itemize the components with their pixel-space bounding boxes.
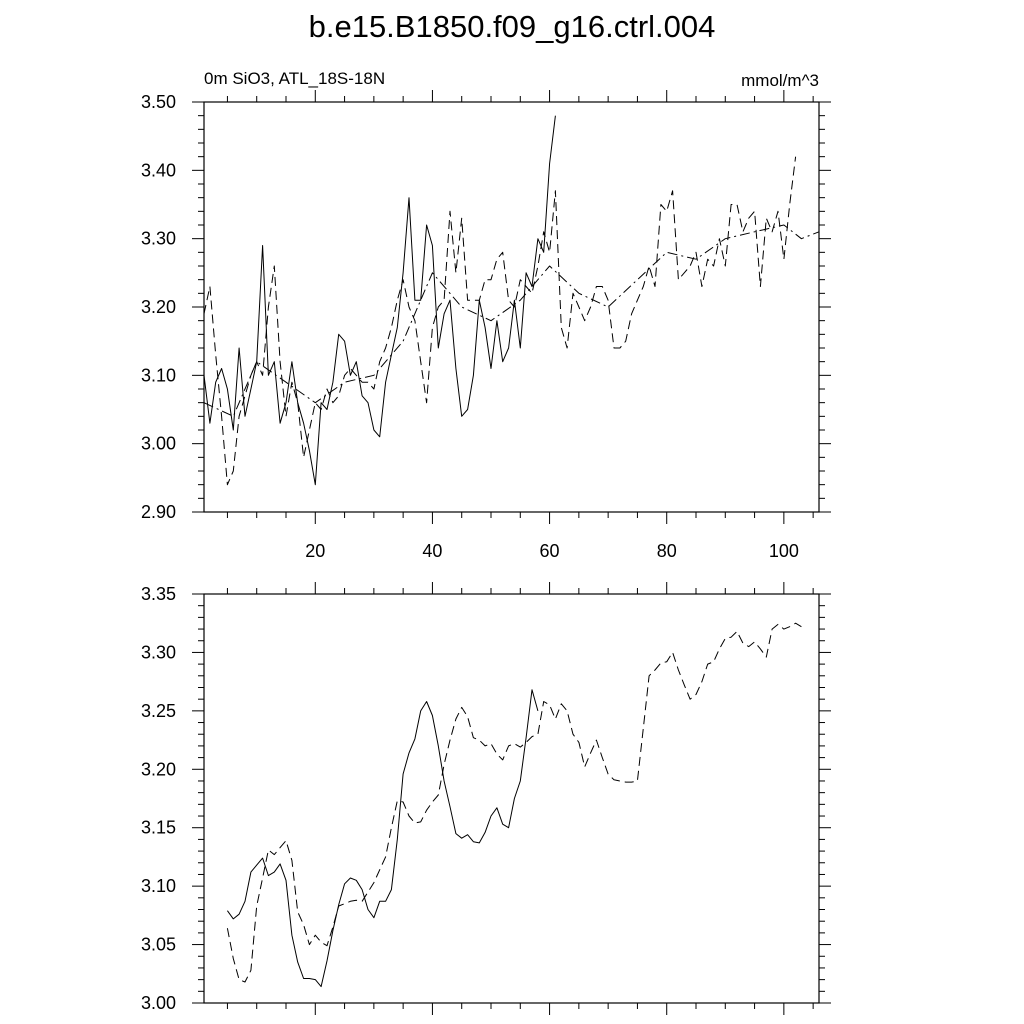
y-tick-label: 3.20 <box>141 297 176 317</box>
subtitle-left: 0m SiO3, ATL_18S-18N <box>204 69 385 88</box>
y-tick-label: 3.30 <box>141 229 176 249</box>
bottom-panel: 3.00 3.05 3.10 3.15 3.20 3.25 3.30 3.35 <box>141 582 831 1015</box>
plot-frame <box>203 101 820 513</box>
x-tick-label: 20 <box>305 541 325 561</box>
figure-title: b.e15.B1850.f09_g16.ctrl.004 <box>309 9 716 44</box>
subtitle-right: mmol/m^3 <box>741 71 819 90</box>
x-tick-label: 80 <box>657 541 677 561</box>
x-tick-label: 100 <box>769 541 799 561</box>
series-line-dashed <box>203 156 797 486</box>
series-line-solid <box>203 115 556 486</box>
series-line-solid <box>226 689 539 988</box>
y-tick-label: 3.00 <box>141 993 176 1013</box>
y-tick-label: 3.35 <box>141 584 176 604</box>
y-tick-label: 3.30 <box>141 642 176 662</box>
y-tick-label: 3.05 <box>141 935 176 955</box>
plot-frame <box>203 593 820 1004</box>
y-tick-label: 3.15 <box>141 818 176 838</box>
y-tick-label: 3.25 <box>141 701 176 721</box>
x-tick-label: 40 <box>422 541 442 561</box>
y-tick-label: 3.10 <box>141 876 176 896</box>
y-tick-label: 3.00 <box>141 434 176 454</box>
y-tick-label: 3.10 <box>141 365 176 385</box>
series-line-dashed <box>226 622 802 983</box>
y-tick-label: 3.40 <box>141 160 176 180</box>
top-panel: 20 40 60 80 100 2.90 3.00 3.10 3.20 3.30 3.40 3.50 <box>141 90 831 561</box>
y-tick-label: 2.90 <box>141 502 176 522</box>
y-tick-label: 3.50 <box>141 92 176 112</box>
x-tick-label: 60 <box>540 541 560 561</box>
y-tick-label: 3.20 <box>141 759 176 779</box>
series-line-dashdot <box>203 224 820 417</box>
